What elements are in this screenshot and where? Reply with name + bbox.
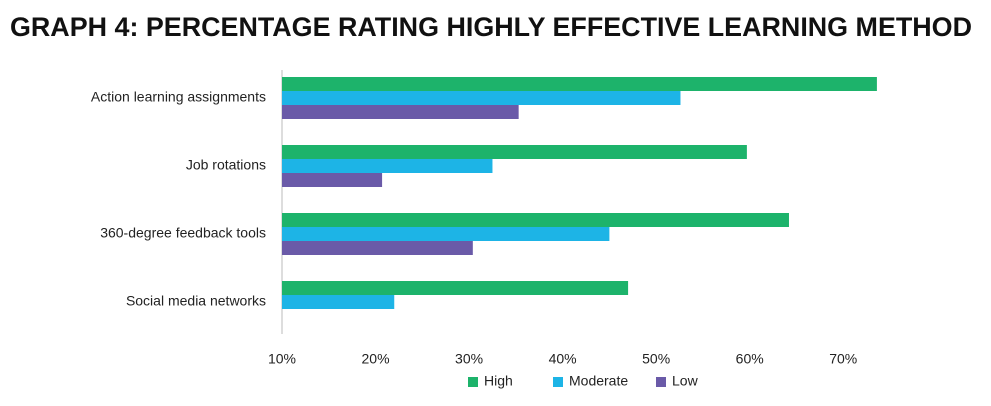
y-tick-label: 360-degree feedback tools <box>100 225 266 241</box>
x-tick-label: 70% <box>829 351 857 367</box>
legend-swatch <box>468 377 478 387</box>
y-tick-label: Action learning assignments <box>91 89 266 105</box>
x-tick-label: 30% <box>455 351 483 367</box>
bar <box>282 227 610 241</box>
bar <box>282 213 789 227</box>
legend-label: High <box>484 373 513 389</box>
bar <box>282 295 395 309</box>
legend-swatch <box>656 377 666 387</box>
x-tick-label: 10% <box>268 351 296 367</box>
bar <box>282 241 473 255</box>
bar <box>282 281 629 295</box>
legend-label: Moderate <box>569 373 628 389</box>
bar <box>282 159 493 173</box>
y-tick-label: Social media networks <box>126 293 266 309</box>
x-tick-label: 50% <box>642 351 670 367</box>
bar <box>282 91 681 105</box>
legend-swatch <box>553 377 563 387</box>
chart-title: GRAPH 4: PERCENTAGE RATING HIGHLY EFFECT… <box>10 12 972 42</box>
y-tick-label: Job rotations <box>186 157 266 173</box>
legend-label: Low <box>672 373 699 389</box>
bar <box>282 77 877 91</box>
bar <box>282 105 519 119</box>
bar <box>282 173 383 187</box>
x-tick-label: 60% <box>736 351 764 367</box>
x-tick-label: 40% <box>549 351 577 367</box>
x-tick-label: 20% <box>362 351 390 367</box>
bar <box>282 145 747 159</box>
